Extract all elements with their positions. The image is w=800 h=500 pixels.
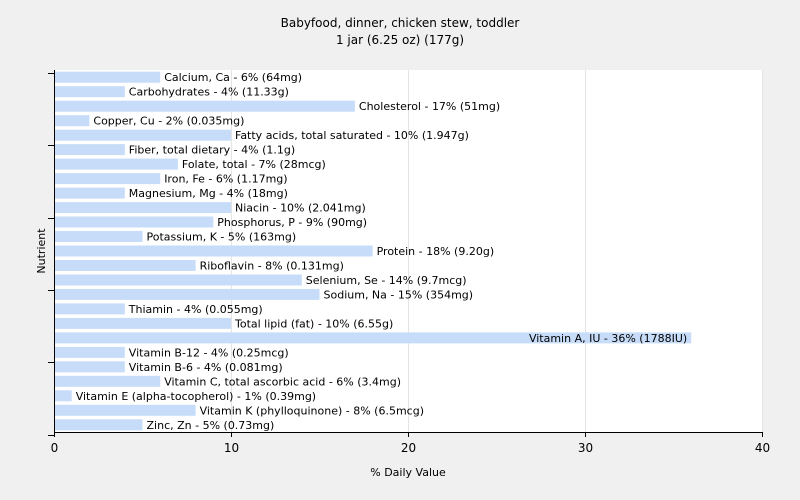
bar xyxy=(54,86,125,98)
bar xyxy=(54,274,302,286)
bar xyxy=(54,361,125,373)
bar xyxy=(54,100,355,112)
bar xyxy=(54,129,231,141)
bar-label: Niacin - 10% (2.041mg) xyxy=(235,202,366,215)
bar xyxy=(54,317,231,329)
chart-subtitle: 1 jar (6.25 oz) (177g) xyxy=(335,33,465,47)
bar-label: Vitamin B-12 - 4% (0.25mcg) xyxy=(129,346,289,359)
bar-label: Folate, total - 7% (28mcg) xyxy=(182,158,326,171)
bar xyxy=(54,71,161,83)
bar xyxy=(54,187,125,199)
bar-label: Copper, Cu - 2% (0.035mg) xyxy=(93,115,244,128)
bar-label: Fiber, total dietary - 4% (1.1g) xyxy=(129,144,295,157)
bar-label: Vitamin A, IU - 36% (1788IU) xyxy=(529,332,687,345)
bar xyxy=(54,202,231,214)
bar-label: Vitamin K (phylloquinone) - 8% (6.5mcg) xyxy=(200,404,424,417)
bar-label: Vitamin E (alpha-tocopherol) - 1% (0.39m… xyxy=(76,390,316,403)
bar xyxy=(54,332,692,344)
bar xyxy=(54,419,143,431)
bar-label: Sodium, Na - 15% (354mg) xyxy=(324,288,474,301)
bar-label: Zinc, Zn - 5% (0.73mg) xyxy=(147,419,275,432)
bar-label: Total lipid (fat) - 10% (6.55g) xyxy=(234,317,393,330)
bar-label: Thiamin - 4% (0.055mg) xyxy=(128,303,263,316)
x-tick-label: 40 xyxy=(755,441,770,455)
bar xyxy=(54,231,143,242)
bar xyxy=(54,158,178,170)
bar xyxy=(54,288,320,300)
x-tick-label: 20 xyxy=(401,441,416,455)
bar-label: Selenium, Se - 14% (9.7mcg) xyxy=(306,274,467,287)
bar-label: Iron, Fe - 6% (1.17mg) xyxy=(164,173,287,186)
bar-label: Phosphorus, P - 9% (90mg) xyxy=(217,216,367,229)
y-axis-label: Nutrient xyxy=(35,228,48,274)
bar-label: Vitamin C, total ascorbic acid - 6% (3.4… xyxy=(164,375,401,388)
bar-label: Potassium, K - 5% (163mg) xyxy=(147,231,297,244)
bar-label: Calcium, Ca - 6% (64mg) xyxy=(164,71,302,84)
x-tick-label: 0 xyxy=(51,441,59,455)
bar-label: Fatty acids, total saturated - 10% (1.94… xyxy=(235,129,469,142)
x-axis-label: % Daily Value xyxy=(370,466,446,479)
bar xyxy=(54,144,125,156)
bar xyxy=(54,390,72,402)
bar-label: Riboflavin - 8% (0.131mg) xyxy=(200,260,344,273)
bar xyxy=(54,216,214,228)
bar xyxy=(54,260,196,271)
x-tick-label: 30 xyxy=(578,441,593,455)
x-tick-label: 10 xyxy=(224,441,239,455)
bar-label: Carbohydrates - 4% (11.33g) xyxy=(129,86,289,99)
bar-label: Vitamin B-6 - 4% (0.081mg) xyxy=(129,361,283,374)
bar xyxy=(54,303,125,315)
bar-label: Cholesterol - 17% (51mg) xyxy=(359,100,500,113)
bar xyxy=(54,173,161,185)
bar xyxy=(54,245,373,257)
bar xyxy=(54,346,125,358)
bar xyxy=(54,115,90,127)
bar-label: Protein - 18% (9.20g) xyxy=(377,245,495,258)
bar-label: Magnesium, Mg - 4% (18mg) xyxy=(129,187,288,200)
bar xyxy=(54,375,161,387)
chart-title: Babyfood, dinner, chicken stew, toddler xyxy=(280,16,520,30)
bar xyxy=(54,404,196,416)
